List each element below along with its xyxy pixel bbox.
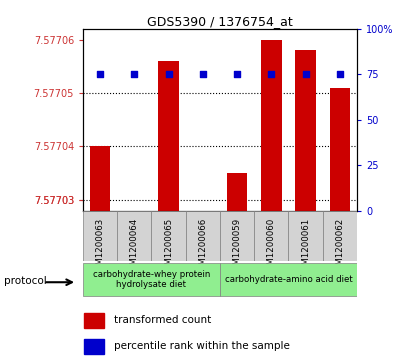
Point: [200, 72, 206, 77]
Text: GSM1200066: GSM1200066: [198, 218, 208, 276]
Text: GSM1200060: GSM1200060: [267, 218, 276, 276]
Bar: [159, 61, 179, 211]
FancyBboxPatch shape: [83, 211, 117, 261]
FancyBboxPatch shape: [220, 211, 254, 261]
Text: carbohydrate-whey protein
hydrolysate diet: carbohydrate-whey protein hydrolysate di…: [93, 270, 210, 289]
Text: GSM1200059: GSM1200059: [232, 218, 242, 276]
FancyBboxPatch shape: [254, 211, 288, 261]
Text: percentile rank within the sample: percentile rank within the sample: [114, 341, 289, 351]
FancyBboxPatch shape: [220, 263, 357, 296]
FancyBboxPatch shape: [288, 211, 323, 261]
Point: [302, 72, 309, 77]
Text: protocol: protocol: [4, 276, 47, 286]
Text: GSM1200061: GSM1200061: [301, 218, 310, 276]
Bar: [193, 211, 213, 227]
Text: GSM1200063: GSM1200063: [95, 218, 105, 276]
Point: [97, 72, 103, 77]
Title: GDS5390 / 1376754_at: GDS5390 / 1376754_at: [147, 15, 293, 28]
FancyBboxPatch shape: [323, 211, 357, 261]
Text: GSM1200064: GSM1200064: [130, 218, 139, 276]
Text: GSM1200065: GSM1200065: [164, 218, 173, 276]
Bar: [124, 211, 145, 221]
Bar: [330, 88, 350, 211]
Point: [131, 72, 138, 77]
Bar: [227, 173, 247, 211]
Point: [337, 72, 343, 77]
Point: [234, 72, 240, 77]
Point: [268, 72, 275, 77]
Bar: [84, 313, 104, 328]
Bar: [84, 339, 104, 354]
FancyBboxPatch shape: [83, 263, 220, 296]
Text: GSM1200062: GSM1200062: [335, 218, 344, 276]
Point: [165, 72, 172, 77]
FancyBboxPatch shape: [117, 211, 151, 261]
Bar: [295, 50, 316, 211]
Bar: [90, 147, 110, 211]
Text: transformed count: transformed count: [114, 315, 211, 325]
Bar: [261, 40, 282, 211]
FancyBboxPatch shape: [151, 211, 186, 261]
Text: carbohydrate-amino acid diet: carbohydrate-amino acid diet: [225, 275, 352, 284]
FancyBboxPatch shape: [186, 211, 220, 261]
